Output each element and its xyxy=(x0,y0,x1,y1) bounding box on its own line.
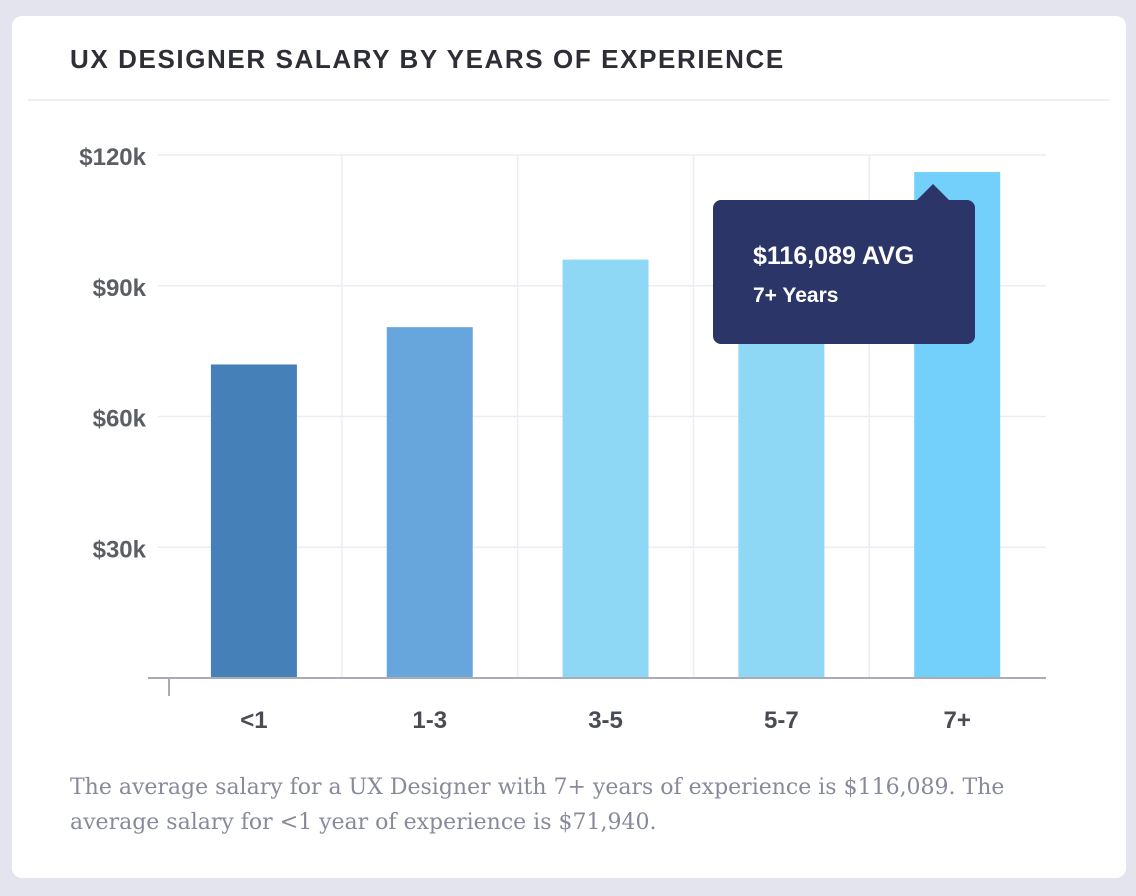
tooltip-arrow xyxy=(915,184,951,202)
bar-1-3 xyxy=(386,327,473,678)
chart-caption: The average salary for a UX Designer wit… xyxy=(70,775,1005,835)
bar-3-5 xyxy=(562,259,649,678)
salary-bar-chart: $30k $60k $90k $120k <1 1-3 3-5 5-7 7+ xyxy=(79,144,1046,734)
bar-<1 xyxy=(210,364,297,678)
x-tick-label: 7+ xyxy=(944,707,971,734)
tooltip-label: 7+ Years xyxy=(753,284,839,307)
x-tick-label: 1-3 xyxy=(412,707,447,734)
bar-tooltip: $116,089 AVG 7+ Years xyxy=(713,184,975,344)
salary-card: UX DESIGNER SALARY BY YEARS OF EXPERIENC… xyxy=(12,16,1126,878)
y-tick-label: $90k xyxy=(93,275,147,302)
y-tick-label: $30k xyxy=(93,536,147,563)
y-tick-label: $120k xyxy=(79,144,146,171)
card-title: UX DESIGNER SALARY BY YEARS OF EXPERIENC… xyxy=(70,44,785,74)
x-tick-label: 5-7 xyxy=(764,707,799,734)
x-tick-label: 3-5 xyxy=(588,707,623,734)
y-tick-label: $60k xyxy=(93,406,147,433)
x-tick-label: <1 xyxy=(240,707,267,734)
title-divider xyxy=(28,99,1110,101)
tooltip-value: $116,089 AVG xyxy=(753,242,915,270)
